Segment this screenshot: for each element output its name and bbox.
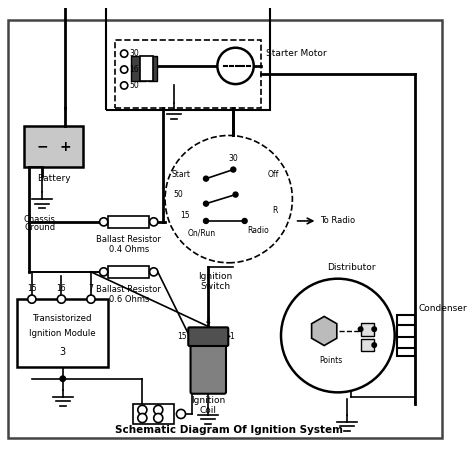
Text: Coil: Coil bbox=[200, 406, 217, 415]
Bar bbox=[148, 56, 156, 81]
Circle shape bbox=[233, 192, 238, 197]
Text: Transistorized: Transistorized bbox=[33, 314, 92, 323]
Bar bbox=[131, 56, 146, 81]
Circle shape bbox=[87, 295, 95, 303]
Circle shape bbox=[203, 176, 209, 181]
Circle shape bbox=[120, 50, 128, 57]
Bar bbox=[18, 299, 108, 367]
Text: Radio: Radio bbox=[247, 227, 269, 236]
Text: 15: 15 bbox=[181, 211, 190, 219]
Text: Ignition: Ignition bbox=[191, 397, 226, 406]
Circle shape bbox=[150, 268, 158, 276]
Circle shape bbox=[60, 376, 65, 382]
FancyBboxPatch shape bbox=[191, 335, 226, 394]
Circle shape bbox=[138, 414, 147, 422]
Circle shape bbox=[100, 268, 108, 276]
Text: R: R bbox=[272, 206, 277, 215]
Text: Start: Start bbox=[171, 170, 190, 179]
Circle shape bbox=[176, 409, 185, 419]
Circle shape bbox=[203, 201, 209, 206]
Text: 0.6 Ohms: 0.6 Ohms bbox=[109, 294, 149, 304]
Text: +: + bbox=[60, 140, 71, 154]
FancyBboxPatch shape bbox=[24, 126, 83, 167]
Circle shape bbox=[218, 48, 254, 84]
Text: Distributor: Distributor bbox=[327, 263, 376, 272]
Circle shape bbox=[165, 136, 292, 263]
Text: Battery: Battery bbox=[37, 174, 71, 183]
Text: 16: 16 bbox=[56, 284, 66, 293]
Circle shape bbox=[150, 218, 158, 226]
Circle shape bbox=[358, 327, 363, 332]
Text: 1: 1 bbox=[229, 332, 234, 341]
Text: 15: 15 bbox=[27, 284, 36, 293]
Bar bbox=[361, 323, 374, 335]
Bar bbox=[140, 56, 153, 81]
Text: 16: 16 bbox=[129, 65, 139, 74]
Circle shape bbox=[120, 82, 128, 89]
Circle shape bbox=[154, 406, 163, 414]
Circle shape bbox=[100, 218, 108, 226]
Circle shape bbox=[138, 406, 147, 414]
Circle shape bbox=[57, 295, 65, 303]
Text: 15: 15 bbox=[177, 332, 187, 341]
Circle shape bbox=[242, 219, 247, 223]
Circle shape bbox=[372, 327, 376, 332]
Text: On/Run: On/Run bbox=[187, 229, 216, 238]
Text: Ignition Module: Ignition Module bbox=[29, 329, 96, 338]
Bar bbox=[106, 0, 270, 111]
Bar bbox=[108, 216, 149, 227]
Text: 7: 7 bbox=[89, 284, 93, 293]
Circle shape bbox=[120, 66, 128, 73]
Circle shape bbox=[372, 343, 376, 347]
Text: To Radio: To Radio bbox=[319, 217, 355, 226]
Bar bbox=[133, 404, 174, 424]
Text: Condenser: Condenser bbox=[419, 304, 467, 313]
Text: Schematic Diagram Of Ignition System: Schematic Diagram Of Ignition System bbox=[115, 425, 343, 435]
Text: Points: Points bbox=[319, 356, 343, 365]
Circle shape bbox=[231, 167, 236, 172]
Bar bbox=[115, 40, 261, 108]
Text: 50: 50 bbox=[173, 190, 183, 199]
Text: Off: Off bbox=[267, 170, 279, 179]
Text: Ballast Resistor: Ballast Resistor bbox=[96, 235, 161, 244]
Circle shape bbox=[203, 219, 209, 223]
Circle shape bbox=[28, 295, 36, 303]
Bar bbox=[397, 315, 415, 356]
Polygon shape bbox=[311, 317, 337, 346]
Text: 3: 3 bbox=[60, 347, 66, 357]
Text: 30: 30 bbox=[228, 154, 238, 162]
Text: Switch: Switch bbox=[200, 282, 230, 291]
Text: 50: 50 bbox=[129, 81, 139, 90]
Bar bbox=[361, 339, 374, 351]
Text: 0.4 Ohms: 0.4 Ohms bbox=[109, 244, 149, 253]
Text: Ballast Resistor: Ballast Resistor bbox=[96, 284, 161, 293]
Text: Chassis: Chassis bbox=[24, 215, 55, 224]
Text: Ground: Ground bbox=[24, 223, 55, 232]
Text: Starter Motor: Starter Motor bbox=[266, 49, 327, 58]
Circle shape bbox=[154, 414, 163, 422]
Circle shape bbox=[281, 279, 395, 392]
Text: 4: 4 bbox=[206, 317, 211, 325]
FancyBboxPatch shape bbox=[188, 327, 228, 346]
Text: Ignition: Ignition bbox=[198, 272, 232, 281]
Bar bbox=[108, 266, 149, 277]
Text: 30: 30 bbox=[129, 49, 139, 58]
Text: −: − bbox=[36, 140, 48, 154]
